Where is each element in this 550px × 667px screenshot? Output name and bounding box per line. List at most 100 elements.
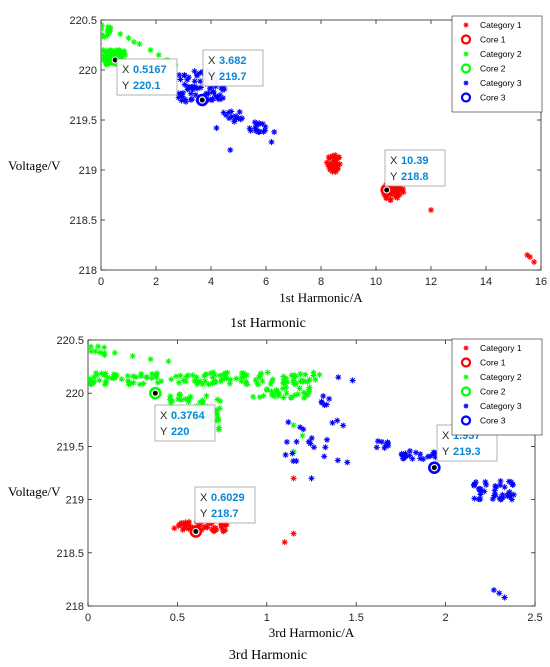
- data-point: [491, 492, 498, 499]
- data-point: [187, 96, 194, 103]
- chart-caption: 3rd Harmonic: [229, 648, 307, 663]
- legend-entry-label: Core 3: [480, 416, 506, 426]
- data-point: [321, 453, 328, 460]
- data-point: [489, 495, 496, 502]
- data-point: [205, 381, 212, 388]
- data-point: [101, 57, 107, 64]
- data-point: [271, 129, 278, 135]
- data-point: [193, 374, 200, 381]
- legend-entry-label: Category 3: [480, 401, 522, 411]
- data-point: [88, 343, 94, 350]
- legend-entry-label: Category 2: [480, 49, 522, 59]
- data-point: [197, 84, 204, 91]
- data-point: [259, 120, 266, 127]
- x-tick-label: 14: [480, 276, 492, 288]
- data-point: [117, 50, 124, 57]
- data-point: [101, 47, 107, 54]
- y-tick-label: 220: [66, 388, 84, 400]
- datatip-box: [194, 486, 256, 524]
- data-point: [182, 522, 189, 529]
- data-point: [110, 371, 117, 378]
- data-point: [193, 72, 200, 79]
- data-point: [88, 348, 95, 355]
- data-point: [381, 444, 388, 451]
- legend-marker: [460, 357, 472, 368]
- data-point: [138, 370, 145, 377]
- data-point: [289, 450, 296, 457]
- data-point: [216, 92, 223, 99]
- data-point: [140, 380, 147, 387]
- data-point: [214, 95, 221, 102]
- data-point: [324, 436, 331, 443]
- data-point: [334, 417, 341, 424]
- datatip-y-value: 220: [171, 426, 189, 438]
- data-point: [527, 254, 533, 260]
- datatip-x-label: X: [122, 64, 130, 76]
- data-point: [402, 450, 409, 457]
- data-point: [203, 392, 210, 399]
- legend-marker: [463, 22, 469, 28]
- data-point: [378, 438, 385, 445]
- data-point: [155, 52, 162, 58]
- data-point: [209, 374, 216, 381]
- data-point: [175, 379, 182, 386]
- legend-entry-label: Core 2: [480, 64, 506, 74]
- data-point: [197, 378, 204, 385]
- data-point: [259, 378, 266, 385]
- data-point: [392, 190, 399, 197]
- data-point: [273, 387, 280, 394]
- data-point: [223, 375, 230, 382]
- data-point: [202, 378, 209, 385]
- data-point: [300, 378, 307, 385]
- data-point: [262, 123, 269, 130]
- data-point: [191, 377, 198, 384]
- data-point: [417, 451, 424, 458]
- data-point: [499, 491, 506, 498]
- data-point: [329, 165, 336, 172]
- data-point: [137, 381, 144, 388]
- data-point: [228, 113, 235, 120]
- data-point: [330, 154, 337, 161]
- data-point: [304, 392, 311, 399]
- data-point: [291, 392, 298, 399]
- data-point: [238, 374, 245, 381]
- y-tick-label: 218.5: [56, 548, 84, 560]
- data-point: [329, 419, 336, 426]
- data-point: [288, 372, 295, 379]
- data-point: [104, 24, 111, 31]
- data-point: [331, 157, 338, 164]
- series-category-2: [88, 343, 323, 455]
- data-point: [147, 356, 154, 363]
- data-point: [406, 452, 413, 459]
- y-tick-label: 220.5: [56, 335, 84, 347]
- data-point: [191, 68, 198, 75]
- legend-marker: [460, 34, 472, 45]
- data-point: [185, 398, 192, 405]
- data-point: [310, 369, 317, 376]
- datatip-y-value: 219.7: [219, 71, 247, 83]
- data-point: [212, 92, 219, 99]
- data-point: [264, 369, 271, 376]
- data-point: [246, 125, 253, 132]
- data-point: [471, 481, 478, 488]
- data-point: [91, 374, 98, 381]
- legend-marker: [463, 374, 469, 380]
- data-point: [374, 438, 381, 445]
- x-tick-label: 0.5: [170, 612, 185, 624]
- data-point: [194, 381, 201, 388]
- legend: Category 1 Core 1 Category 2 Core 2 Category…: [451, 15, 543, 113]
- x-tick-label: 0: [98, 276, 104, 288]
- data-point: [260, 392, 267, 399]
- data-point: [185, 525, 192, 532]
- data-point: [282, 384, 289, 391]
- x-axis-label: 3rd Harmonic/A: [269, 625, 355, 640]
- data-point: [396, 185, 403, 192]
- data-point: [256, 394, 263, 401]
- data-point: [508, 478, 515, 485]
- data-point: [399, 185, 406, 192]
- legend-marker: [463, 403, 469, 409]
- data-point: [391, 183, 398, 190]
- x-tick-label: 10: [370, 276, 382, 288]
- datatip-point: [151, 389, 159, 397]
- data-point: [184, 86, 191, 93]
